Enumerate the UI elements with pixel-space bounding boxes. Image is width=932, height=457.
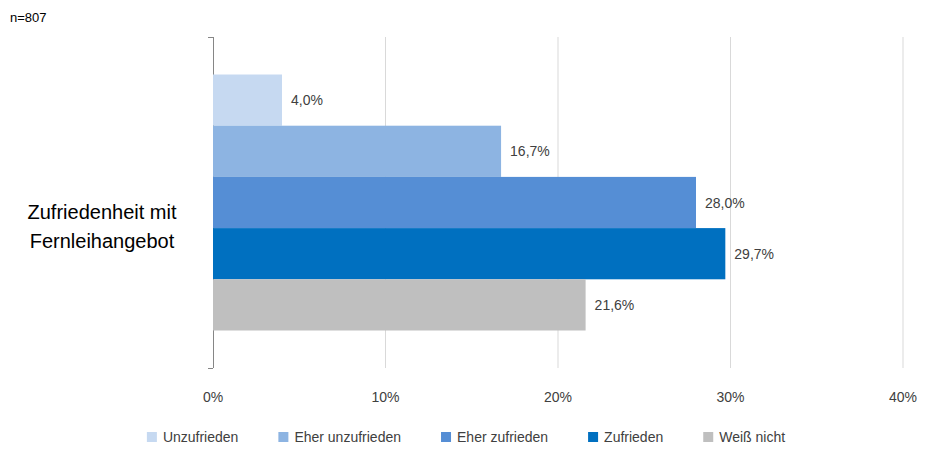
axis-tick xyxy=(208,368,213,369)
data-label: 4,0% xyxy=(291,92,323,108)
legend-label: Eher zufrieden xyxy=(457,429,548,445)
legend-swatch xyxy=(147,432,157,442)
bar xyxy=(213,279,586,330)
legend-swatch xyxy=(441,432,451,442)
category-label-line: Zufriedenheit mit xyxy=(28,201,177,223)
tick-label: 30% xyxy=(716,389,744,405)
data-label: 29,7% xyxy=(734,246,774,262)
data-label: 16,7% xyxy=(510,143,550,159)
data-label: 21,6% xyxy=(595,297,635,313)
category-label-line: Fernleihangebot xyxy=(30,230,175,252)
legend-swatch xyxy=(588,432,598,442)
bar xyxy=(213,126,501,177)
tick-label: 0% xyxy=(203,389,223,405)
tick-label: 40% xyxy=(889,389,917,405)
legend-swatch xyxy=(278,432,288,442)
chart: n=807 0% 10% 20% 30% 40% Zufriedenheit mit Fern… xyxy=(0,0,932,457)
axis-tick xyxy=(208,37,213,38)
bar xyxy=(213,177,696,228)
legend-swatch xyxy=(703,432,713,442)
tick-label: 20% xyxy=(544,389,572,405)
data-label: 28,0% xyxy=(705,195,745,211)
legend-label: Eher unzufrieden xyxy=(294,429,401,445)
bar xyxy=(213,228,725,279)
bar xyxy=(213,75,282,126)
tick-label: 10% xyxy=(371,389,399,405)
grid-line xyxy=(903,37,904,368)
legend: Unzufrieden Eher unzufrieden Eher zufriede… xyxy=(147,429,785,445)
legend-label: Weiß nicht xyxy=(719,429,785,445)
legend-label: Unzufrieden xyxy=(163,429,239,445)
legend-label: Zufrieden xyxy=(604,429,663,445)
annotation: n=807 xyxy=(10,10,47,25)
category-label: Zufriedenheit mit Fernleihangebot xyxy=(28,201,177,252)
